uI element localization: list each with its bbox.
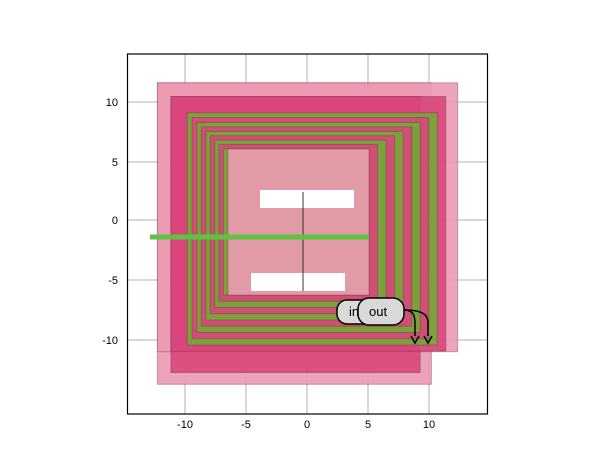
- svg-text:10: 10: [423, 419, 435, 431]
- svg-text:5: 5: [365, 419, 371, 431]
- svg-text:10: 10: [106, 97, 118, 109]
- svg-text:-10: -10: [102, 335, 118, 347]
- svg-text:0: 0: [304, 419, 310, 431]
- svg-text:-5: -5: [108, 275, 118, 287]
- svg-text:0: 0: [112, 215, 118, 227]
- svg-text:-5: -5: [241, 419, 251, 431]
- svg-text:5: 5: [112, 157, 118, 169]
- svg-text:out: out: [369, 304, 387, 319]
- svg-text:-10: -10: [177, 419, 193, 431]
